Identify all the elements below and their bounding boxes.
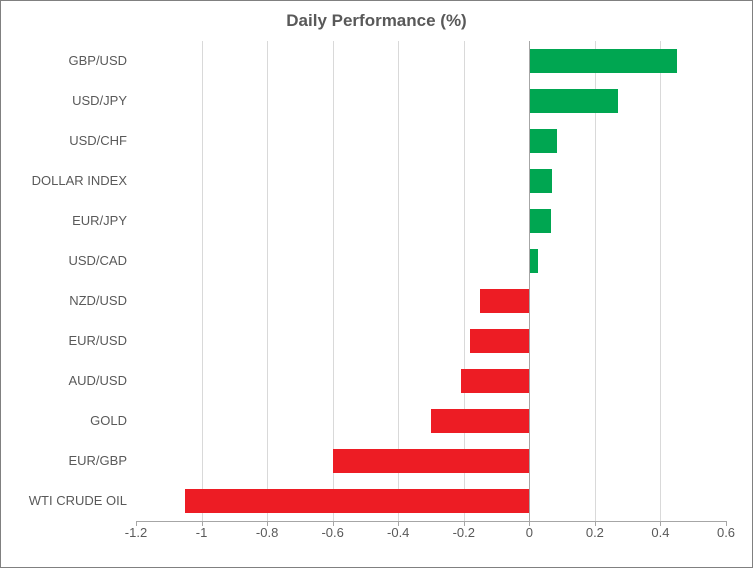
x-axis-label: 0.2 — [586, 525, 604, 540]
gridline — [660, 41, 661, 521]
bar — [529, 129, 557, 153]
bar — [480, 289, 529, 313]
zero-line — [529, 41, 530, 521]
bar — [461, 369, 530, 393]
x-axis-label: -0.6 — [321, 525, 343, 540]
gridline — [267, 41, 268, 521]
bar — [470, 329, 529, 353]
y-axis-label: USD/CAD — [7, 249, 127, 273]
x-axis-label: -1 — [196, 525, 208, 540]
y-axis-label: EUR/GBP — [7, 449, 127, 473]
bar — [529, 89, 618, 113]
y-axis-label: DOLLAR INDEX — [7, 169, 127, 193]
bar — [529, 209, 550, 233]
bar — [529, 249, 537, 273]
plot-area — [136, 41, 726, 522]
x-axis-label: 0.6 — [717, 525, 735, 540]
y-axis-label: USD/JPY — [7, 89, 127, 113]
y-axis-label: AUD/USD — [7, 369, 127, 393]
x-axis-label: -0.8 — [256, 525, 278, 540]
y-axis-label: USD/CHF — [7, 129, 127, 153]
x-axis-label: -0.2 — [453, 525, 475, 540]
y-axis-label: GBP/USD — [7, 49, 127, 73]
y-axis-label: EUR/USD — [7, 329, 127, 353]
gridline — [202, 41, 203, 521]
bar — [185, 489, 529, 513]
y-axis-label: GOLD — [7, 409, 127, 433]
gridline — [595, 41, 596, 521]
chart-title: Daily Performance (%) — [1, 11, 752, 31]
x-axis-label: -1.2 — [125, 525, 147, 540]
y-axis-label: NZD/USD — [7, 289, 127, 313]
x-axis-label: 0 — [526, 525, 533, 540]
bar — [529, 49, 677, 73]
x-axis-label: -0.4 — [387, 525, 409, 540]
bar — [333, 449, 530, 473]
x-axis-label: 0.4 — [651, 525, 669, 540]
y-axis-label: WTI CRUDE OIL — [7, 489, 127, 513]
y-axis-label: EUR/JPY — [7, 209, 127, 233]
bar — [431, 409, 529, 433]
bar — [529, 169, 552, 193]
chart-frame: Daily Performance (%) -1.2 -1 -0.8 -0.6 -0.4… — [0, 0, 753, 568]
